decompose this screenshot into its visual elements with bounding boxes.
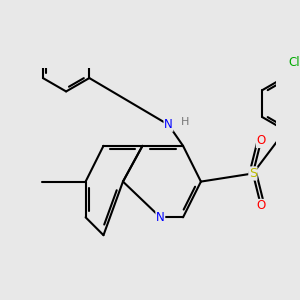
Text: N: N [164, 118, 173, 131]
Text: S: S [249, 167, 257, 180]
Text: O: O [256, 200, 266, 212]
Text: Cl: Cl [288, 56, 300, 69]
Text: N: N [156, 211, 165, 224]
Text: H: H [181, 117, 190, 127]
Text: O: O [256, 134, 266, 148]
